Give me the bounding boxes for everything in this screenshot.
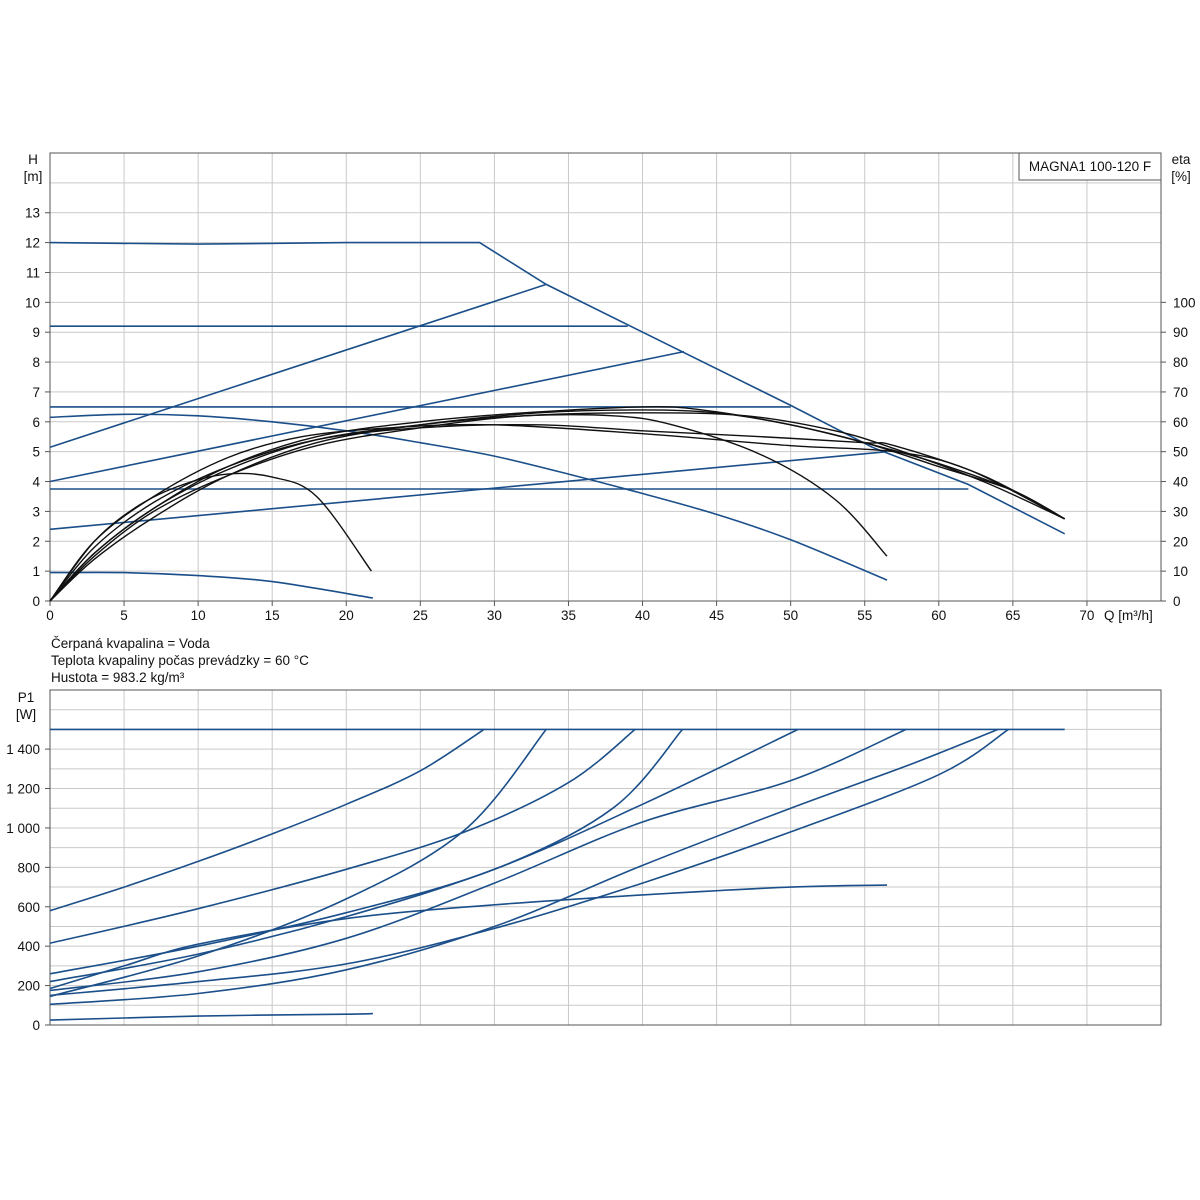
axis-labels: H [m] eta [%] Q [m³/h] P1 [W] MAGNA1 100-120 F bbox=[16, 152, 1191, 722]
y-tick-label: 13 bbox=[25, 206, 40, 221]
p-tick-label: 800 bbox=[17, 860, 40, 875]
power-curve bbox=[49, 728, 636, 944]
y2-tick-label: 40 bbox=[1173, 475, 1188, 490]
tick-labels: 0 5 10 15 20 25 30 35 40 45 50 55 60 65 70012345678910… bbox=[6, 206, 1195, 1033]
x-axis-label: Q [m³/h] bbox=[1104, 608, 1153, 623]
p-axis-unit: [W] bbox=[16, 707, 36, 722]
head-curve bbox=[49, 241, 1066, 535]
power-curve bbox=[49, 728, 684, 975]
y2-tick-label: 70 bbox=[1173, 385, 1188, 400]
power-curve bbox=[49, 1012, 373, 1021]
x-tick-label: 45 bbox=[709, 608, 724, 623]
x-tick-label: 15 bbox=[265, 608, 280, 623]
head-curve bbox=[49, 413, 888, 581]
x-tick-label: 25 bbox=[413, 608, 428, 623]
y-axis-label: H bbox=[28, 152, 38, 167]
y2-tick-label: 80 bbox=[1173, 355, 1188, 370]
y-tick-label: 8 bbox=[32, 355, 40, 370]
y-axis-unit: [m] bbox=[24, 169, 43, 184]
x-tick-label: 20 bbox=[339, 608, 354, 623]
p-tick-label: 400 bbox=[17, 939, 40, 954]
chart-title: MAGNA1 100-120 F bbox=[1029, 159, 1151, 174]
y2-tick-label: 90 bbox=[1173, 325, 1188, 340]
temperature-line: Teplota kvapaliny počas prevádzky = 60 °… bbox=[51, 653, 309, 668]
head-curve bbox=[49, 571, 374, 599]
x-tick-label: 40 bbox=[635, 608, 650, 623]
y2-axis-label: eta bbox=[1172, 152, 1191, 167]
y-tick-label: 0 bbox=[32, 594, 40, 609]
y-tick-label: 4 bbox=[32, 475, 40, 490]
head-curve bbox=[49, 350, 685, 483]
y2-tick-label: 60 bbox=[1173, 415, 1188, 430]
head-curve bbox=[49, 283, 547, 448]
fluid-line: Čerpaná kvapalina = Voda bbox=[51, 636, 210, 651]
power-curve bbox=[49, 728, 999, 1006]
y-tick-label: 7 bbox=[32, 385, 40, 400]
x-tick-label: 55 bbox=[857, 608, 872, 623]
power-curve bbox=[49, 728, 485, 912]
y2-tick-label: 20 bbox=[1173, 534, 1188, 549]
p-tick-label: 1 400 bbox=[6, 742, 40, 757]
power-curve bbox=[49, 728, 907, 992]
x-tick-label: 0 bbox=[46, 608, 54, 623]
power-curve bbox=[49, 728, 799, 983]
p-axis-label: P1 bbox=[18, 690, 35, 705]
fluid-info: Čerpaná kvapalina = Voda Teplota kvapali… bbox=[51, 635, 309, 686]
y-tick-label: 6 bbox=[32, 415, 40, 430]
x-tick-label: 30 bbox=[487, 608, 502, 623]
y2-tick-label: 0 bbox=[1173, 594, 1181, 609]
head-curves bbox=[49, 241, 1066, 602]
y2-tick-label: 10 bbox=[1173, 564, 1188, 579]
y2-axis-unit: [%] bbox=[1171, 169, 1191, 184]
efficiency-curve bbox=[49, 423, 1066, 602]
y-tick-label: 9 bbox=[32, 325, 40, 340]
y-tick-label: 11 bbox=[26, 265, 40, 280]
efficiency-curve bbox=[49, 412, 1065, 602]
y2-tick-label: 50 bbox=[1173, 445, 1188, 460]
y-tick-label: 12 bbox=[25, 236, 40, 251]
y2-tick-label: 30 bbox=[1173, 504, 1188, 519]
power-curves bbox=[49, 728, 1065, 1021]
x-tick-label: 60 bbox=[931, 608, 946, 623]
y-tick-label: 10 bbox=[25, 295, 40, 310]
density-line: Hustota = 983.2 kg/m³ bbox=[51, 670, 185, 685]
power-curve bbox=[49, 884, 888, 990]
y-tick-label: 3 bbox=[32, 504, 40, 519]
head-curve bbox=[49, 450, 888, 531]
p-tick-label: 1 200 bbox=[6, 782, 40, 797]
efficiency-curve bbox=[49, 413, 888, 602]
power-curve bbox=[49, 728, 547, 998]
x-tick-label: 35 bbox=[561, 608, 576, 623]
p-tick-label: 200 bbox=[17, 979, 40, 994]
x-tick-label: 5 bbox=[120, 608, 128, 623]
efficiency-curve bbox=[49, 406, 1066, 602]
efficiency-curve bbox=[49, 409, 1066, 602]
power-curve bbox=[49, 728, 1009, 997]
y-tick-label: 2 bbox=[32, 534, 40, 549]
x-tick-label: 10 bbox=[191, 608, 206, 623]
title-box bbox=[1018, 152, 1162, 181]
x-tick-label: 70 bbox=[1079, 608, 1094, 623]
p-tick-label: 1 000 bbox=[6, 821, 40, 836]
power-chart-frame bbox=[49, 689, 1162, 1026]
y-tick-label: 1 bbox=[32, 564, 40, 579]
y-tick-label: 5 bbox=[32, 445, 40, 460]
x-tick-label: 50 bbox=[783, 608, 798, 623]
chart-frames bbox=[49, 152, 1162, 1026]
p-tick-label: 0 bbox=[32, 1018, 40, 1033]
x-tick-label: 65 bbox=[1005, 608, 1020, 623]
p-tick-label: 600 bbox=[17, 900, 40, 915]
y2-tick-label: 100 bbox=[1173, 295, 1196, 310]
head-chart-grid bbox=[50, 153, 1161, 601]
head-chart-frame bbox=[49, 152, 1162, 602]
